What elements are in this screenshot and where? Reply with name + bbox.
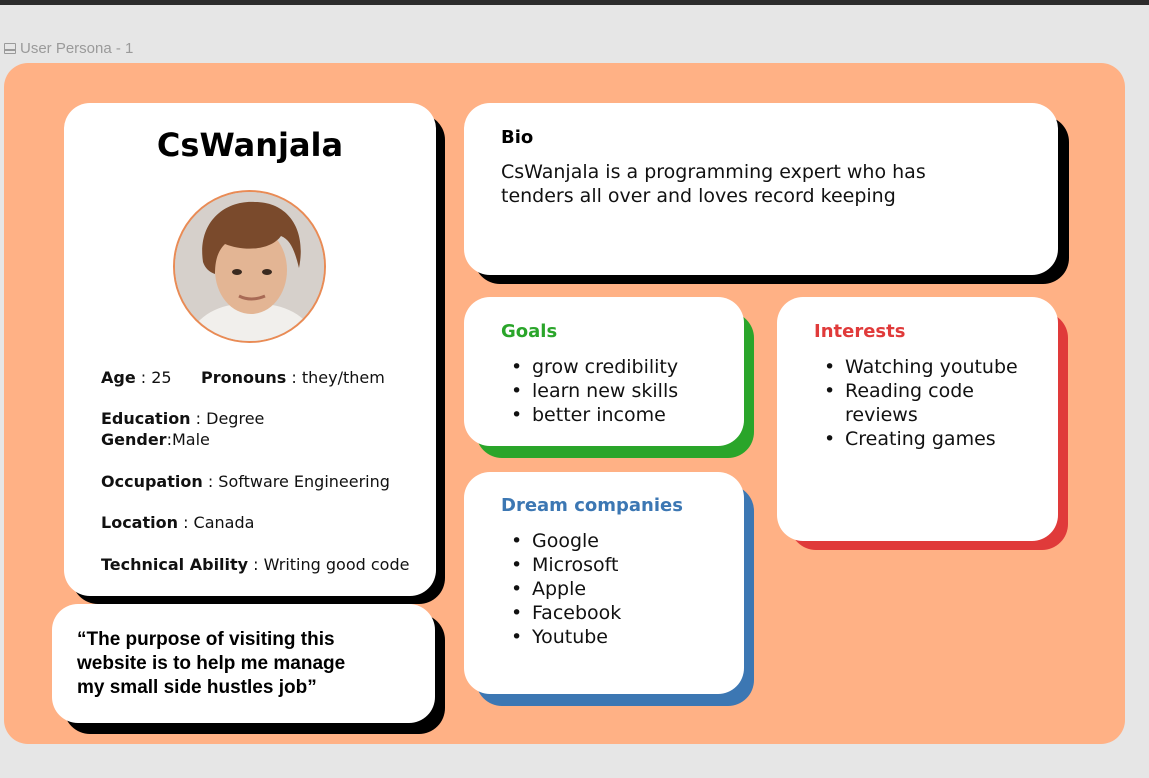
- frame-label-text: User Persona - 1: [20, 40, 134, 57]
- dream-companies-title: Dream companies: [501, 495, 683, 516]
- list-item: Google: [501, 529, 731, 553]
- list-item: Watching youtube: [814, 355, 1024, 379]
- avatar-portrait-icon: [175, 192, 324, 341]
- dream-companies-list: Google Microsoft Apple Facebook Youtube: [501, 529, 731, 649]
- interests-list: Watching youtube Reading code reviews Cr…: [814, 355, 1024, 451]
- list-item: Microsoft: [501, 553, 731, 577]
- gender-field: Gender:Male: [101, 430, 210, 449]
- bio-card: [464, 103, 1058, 275]
- education-field: Education : Degree: [101, 409, 265, 428]
- pronouns-field: Pronouns : they/them: [201, 368, 385, 387]
- persona-name: CsWanjala: [156, 126, 344, 164]
- list-item: Reading code reviews: [814, 379, 1024, 427]
- occupation-field: Occupation : Software Engineering: [101, 472, 390, 491]
- location-field: Location : Canada: [101, 513, 255, 532]
- list-item: Creating games: [814, 427, 1024, 451]
- goals-title: Goals: [501, 321, 558, 342]
- avatar: [173, 190, 326, 343]
- quote-text: “The purpose of visiting this website is…: [77, 629, 346, 698]
- top-toolbar: [0, 0, 1149, 5]
- list-item: Facebook: [501, 601, 731, 625]
- technical-ability-field: Technical Ability : Writing good code: [101, 555, 410, 574]
- quote-card: [52, 604, 435, 723]
- interests-title: Interests: [814, 321, 906, 342]
- list-item: grow credibility: [501, 355, 731, 379]
- list-item: Youtube: [501, 625, 731, 649]
- goals-list: grow credibility learn new skills better…: [501, 355, 731, 427]
- bio-title: Bio: [501, 127, 534, 148]
- bio-text: CsWanjala is a programming expert who ha…: [501, 161, 926, 207]
- frame-icon: [4, 43, 16, 54]
- list-item: better income: [501, 403, 731, 427]
- profile-card: [64, 103, 436, 596]
- list-item: learn new skills: [501, 379, 731, 403]
- frame-label[interactable]: User Persona - 1: [4, 40, 133, 57]
- age-field: Age : 25: [101, 368, 172, 387]
- list-item: Apple: [501, 577, 731, 601]
